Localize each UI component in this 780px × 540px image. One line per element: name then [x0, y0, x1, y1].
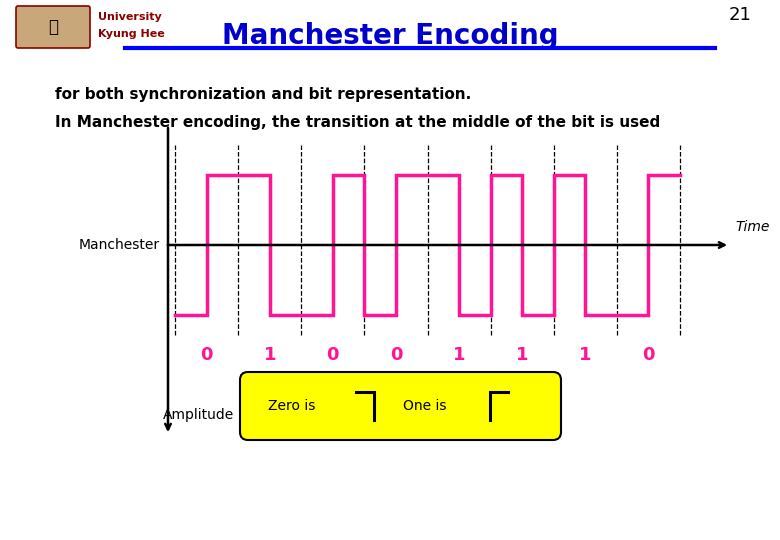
FancyBboxPatch shape [240, 372, 561, 440]
Text: Amplitude: Amplitude [163, 408, 234, 422]
Text: 0: 0 [327, 346, 339, 364]
FancyBboxPatch shape [16, 6, 90, 48]
Text: 0: 0 [390, 346, 402, 364]
Text: 1: 1 [516, 346, 528, 364]
Text: Kyung Hee: Kyung Hee [98, 29, 165, 39]
Text: for both synchronization and bit representation.: for both synchronization and bit represe… [55, 87, 471, 103]
Text: 0: 0 [200, 346, 213, 364]
Text: University: University [98, 12, 161, 22]
Text: 🏛: 🏛 [48, 18, 58, 36]
Text: Manchester: Manchester [79, 238, 160, 252]
Text: 1: 1 [579, 346, 591, 364]
Text: Manchester Encoding: Manchester Encoding [222, 23, 558, 50]
Text: One is: One is [403, 399, 446, 413]
Text: 21: 21 [729, 6, 752, 24]
Text: Zero is: Zero is [268, 399, 315, 413]
Text: 1: 1 [264, 346, 276, 364]
Text: Time: Time [735, 220, 769, 234]
Text: 0: 0 [642, 346, 654, 364]
Text: 1: 1 [453, 346, 466, 364]
Text: In Manchester encoding, the transition at the middle of the bit is used: In Manchester encoding, the transition a… [55, 114, 660, 130]
